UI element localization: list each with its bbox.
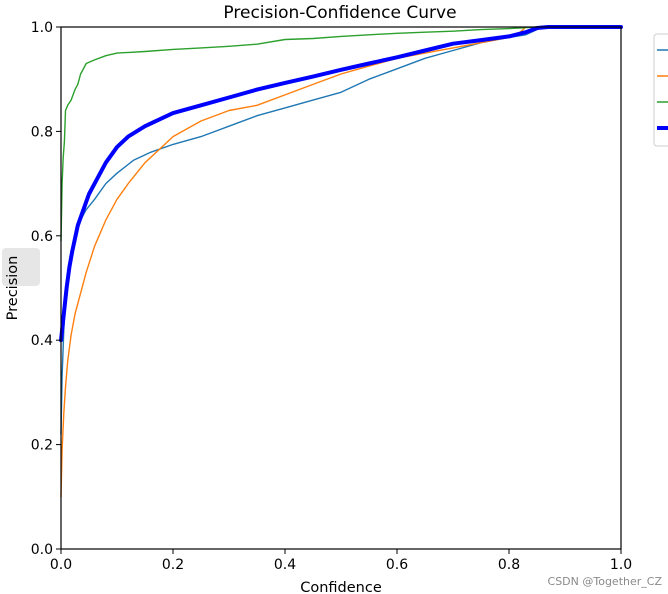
series-line-3 <box>60 26 538 242</box>
chart-title: Precision-Confidence Curve <box>223 3 456 23</box>
x-tick-label: 0.6 <box>386 557 408 573</box>
x-tick-label: 0.8 <box>498 557 520 573</box>
y-tick-label: 0.0 <box>31 542 53 558</box>
y-tick-label: 0.6 <box>31 229 53 245</box>
y-axis-ticks: 0.0 0.2 0.4 0.6 0.8 1.0 <box>31 20 61 558</box>
watermark: CSDN @Together_CZ <box>547 575 662 588</box>
x-tick-label: 0.2 <box>162 557 184 573</box>
x-axis-ticks: 0.0 0.2 0.4 0.6 0.8 1.0 <box>50 549 632 573</box>
x-tick-label: 1.0 <box>610 557 632 573</box>
y-tick-label: 1.0 <box>31 20 53 36</box>
ylabel-highlight <box>2 248 40 286</box>
plot-frame <box>60 26 622 550</box>
series-line-4 <box>59 25 623 343</box>
y-tick-label: 0.2 <box>31 438 53 454</box>
plot-lines <box>59 25 623 498</box>
legend <box>653 33 668 147</box>
legend-box <box>653 33 668 147</box>
y-tick-label: 0.8 <box>31 124 53 140</box>
x-tick-label: 0.4 <box>274 557 296 573</box>
x-axis-label: Confidence <box>300 580 382 594</box>
y-tick-label: 0.4 <box>31 333 53 349</box>
y-axis-label: Precision <box>5 256 21 321</box>
x-tick-label: 0.0 <box>50 557 72 573</box>
series-line-2 <box>60 26 527 498</box>
